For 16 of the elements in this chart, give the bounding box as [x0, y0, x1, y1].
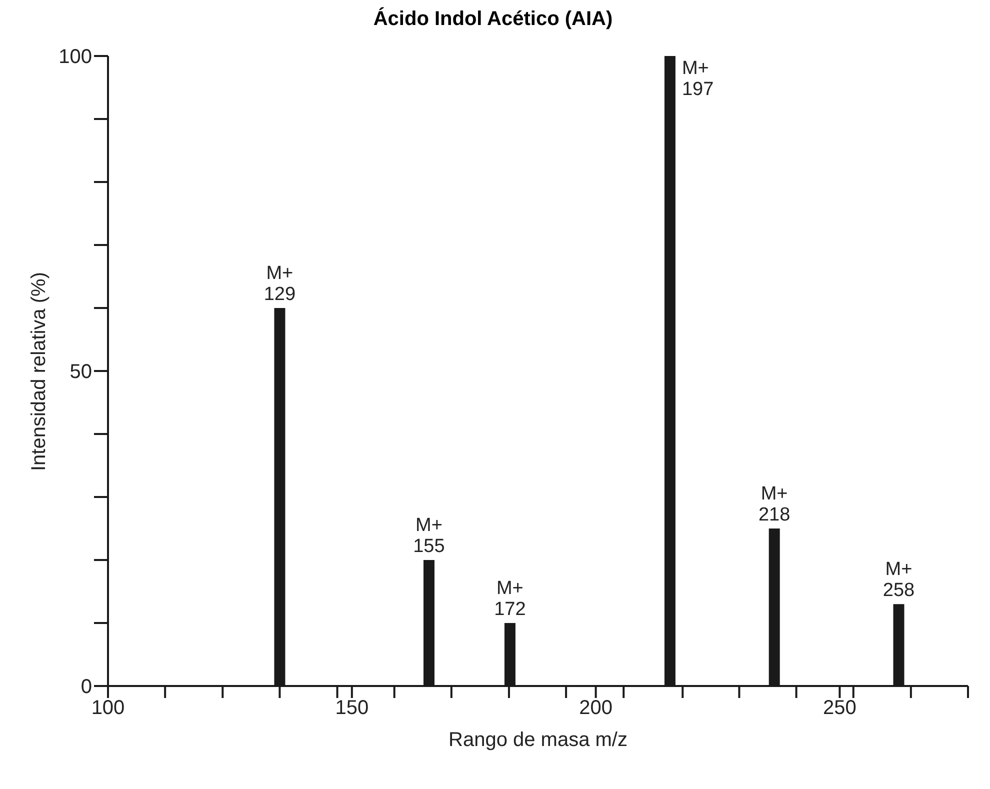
chart-title: Ácido Indol Acético (AIA) [372, 8, 614, 32]
annotation: M+ 129 [264, 263, 296, 305]
annotation: M+ 258 [882, 559, 915, 602]
annotation: M+ 197 [682, 58, 714, 100]
x-tick-label: 250 [823, 697, 856, 720]
y-tick-label: 0 [80, 676, 92, 698]
x-tick-label: 150 [335, 697, 369, 720]
y-axis-title: Intensidad relativa (%) [28, 272, 50, 471]
x-tick-label: 200 [579, 697, 612, 720]
annotation: M+ 218 [758, 484, 790, 526]
y-tick-label: 50 [70, 361, 92, 384]
y-tick-label: 100 [58, 46, 92, 68]
x-tick-label: 100 [91, 697, 125, 720]
x-axis-title: Rango de masa m/z [448, 729, 628, 751]
annotation: M+ 155 [413, 515, 445, 557]
annotation: M+ 172 [494, 578, 526, 620]
